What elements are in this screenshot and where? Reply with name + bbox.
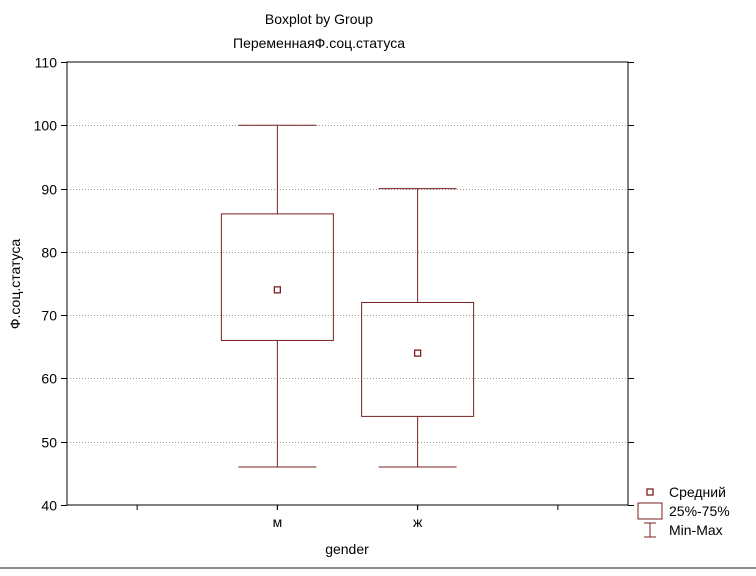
iqr-box <box>220 213 334 341</box>
y-axis-ticks: 40 50 60 70 80 90 100 110 <box>34 55 634 514</box>
legend: Средний 25%-75% Min-Max <box>637 484 730 538</box>
box-group <box>361 188 475 468</box>
y-tick-label: 40 <box>41 498 57 514</box>
x-tick-label: м <box>273 514 283 530</box>
box-group <box>220 124 334 468</box>
y-axis-label: Ф.соц.статуса <box>7 239 23 330</box>
y-tick-label: 80 <box>41 245 57 261</box>
y-tick-label: 110 <box>35 55 58 71</box>
plot-area-frame <box>66 61 629 506</box>
chart-subtitle: ПеременнаяФ.соц.статуса <box>233 35 405 51</box>
mean-marker <box>413 349 422 357</box>
legend-swatch-mean <box>646 488 654 496</box>
y-tick-label: 90 <box>41 182 57 198</box>
y-tick-label: 70 <box>41 308 57 324</box>
box-series <box>220 124 475 468</box>
y-tick-label: 50 <box>41 435 57 451</box>
y-tick-label: 60 <box>41 371 57 387</box>
gridlines <box>67 125 628 443</box>
legend-swatch-box <box>637 502 663 520</box>
iqr-box <box>361 301 475 417</box>
chart-title: Boxplot by Group <box>265 11 373 27</box>
legend-label: Min-Max <box>669 522 723 538</box>
mean-marker <box>273 286 282 294</box>
x-tick-label: ж <box>413 514 423 530</box>
legend-label: 25%-75% <box>669 503 730 519</box>
y-tick-label: 100 <box>34 118 58 134</box>
legend-label: Средний <box>669 484 726 500</box>
x-axis-label: gender <box>325 541 369 557</box>
